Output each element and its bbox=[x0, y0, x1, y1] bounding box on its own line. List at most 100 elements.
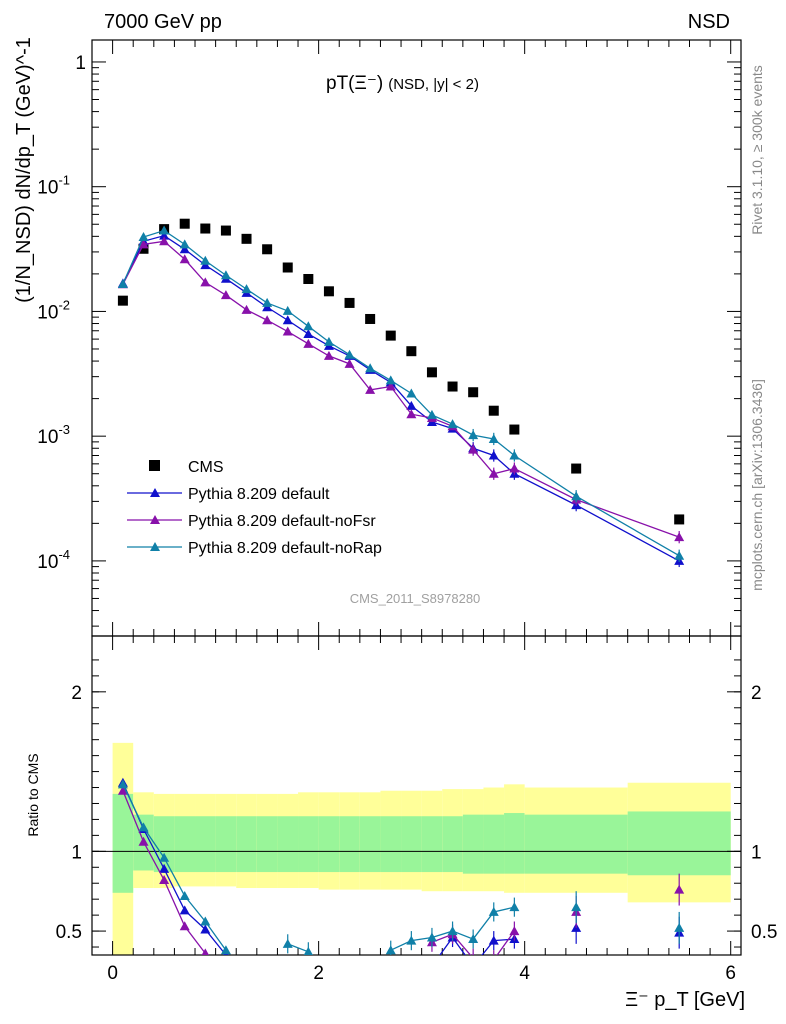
ratio-band-green bbox=[277, 816, 299, 873]
ratio-y-tick-label-right: 0.5 bbox=[751, 922, 777, 943]
x-axis-label: Ξ⁻ p_T [GeV] bbox=[625, 989, 745, 1011]
ratio-y-tick-label: 2 bbox=[71, 683, 82, 704]
mc-data-point bbox=[323, 350, 334, 360]
ratio-series-line bbox=[122, 784, 227, 951]
mc-data-point bbox=[488, 433, 499, 443]
ratio-series-line bbox=[431, 930, 515, 955]
cms-data-point bbox=[406, 346, 417, 357]
legend-label: Pythia 8.209 default bbox=[188, 486, 330, 503]
ratio-data-point bbox=[493, 954, 494, 955]
mc-data-point bbox=[262, 315, 273, 325]
ratio-data-point bbox=[200, 924, 211, 934]
mc-data-point bbox=[303, 328, 314, 338]
cms-data-point bbox=[426, 367, 437, 378]
cms-data-point bbox=[365, 313, 376, 324]
y-tick-base: 10 bbox=[37, 552, 58, 573]
ratio-data-point bbox=[303, 946, 313, 955]
mc-data-point bbox=[303, 338, 314, 348]
ratio-band-green bbox=[483, 814, 505, 874]
ratio-data-point bbox=[159, 875, 170, 885]
mc-series-line bbox=[122, 240, 680, 538]
y-tick-label: 1 bbox=[75, 53, 86, 74]
ratio-y-tick-label-right: 1 bbox=[751, 842, 762, 863]
legend-label: CMS bbox=[188, 459, 224, 476]
ratio-data-point bbox=[159, 852, 170, 862]
ratio-band-green bbox=[112, 793, 134, 893]
mc-data-point bbox=[220, 290, 231, 300]
y-tick-label: 10-3 bbox=[37, 422, 70, 448]
ratio-band-green bbox=[153, 816, 175, 873]
mc-data-point bbox=[159, 236, 170, 246]
ratio-data-point bbox=[220, 945, 231, 955]
mc-data-point bbox=[365, 363, 376, 373]
mc-series-line bbox=[122, 229, 680, 557]
ratio-data-point bbox=[488, 906, 499, 916]
analysis-id: CMS_2011_S8978280 bbox=[350, 591, 481, 606]
cms-data-point bbox=[117, 295, 128, 306]
mc-data-point bbox=[674, 550, 685, 560]
mcplots-label: mcplots.cern.ch [arXiv:1306.3436] bbox=[749, 379, 765, 591]
cms-data-point bbox=[509, 424, 520, 435]
ratio-data-point bbox=[468, 961, 478, 970]
ratio-data-point bbox=[472, 953, 475, 955]
y-axis-label-ratio: Ratio to CMS bbox=[25, 753, 41, 836]
mc-data-point bbox=[344, 349, 355, 359]
ratio-data-point bbox=[385, 945, 396, 955]
ratio-data-point bbox=[674, 922, 685, 932]
cms-data-point bbox=[468, 387, 479, 398]
ratio-data-point bbox=[179, 921, 190, 931]
mc-data-point bbox=[406, 388, 417, 398]
cms-data-point bbox=[385, 330, 396, 341]
ratio-band-green bbox=[462, 814, 484, 874]
x-tick-label: 4 bbox=[519, 963, 530, 984]
mc-data-point bbox=[220, 270, 231, 280]
cms-data-point bbox=[674, 514, 685, 525]
ratio-data-point bbox=[571, 902, 582, 912]
plot-title-sub: (NSD, |y| < 2) bbox=[388, 76, 479, 93]
ratio-data-point bbox=[200, 916, 211, 926]
cms-data-point bbox=[488, 405, 499, 416]
ratio-data-point bbox=[674, 884, 685, 894]
ratio-data-point bbox=[159, 863, 170, 873]
mc-data-point bbox=[179, 239, 190, 249]
mc-data-point bbox=[138, 239, 149, 249]
mc-data-point bbox=[406, 409, 417, 419]
mc-data-point bbox=[406, 400, 417, 410]
y-tick-exponent: -4 bbox=[58, 547, 70, 562]
y-tick-base: 10 bbox=[37, 178, 58, 199]
y-tick-exponent: -1 bbox=[58, 173, 70, 188]
ratio-data-point bbox=[447, 926, 458, 936]
mc-data-point bbox=[674, 532, 685, 542]
mc-data-point bbox=[571, 491, 582, 501]
y-tick-label: 10-4 bbox=[37, 547, 70, 573]
legend-label: Pythia 8.209 default-noFsr bbox=[188, 513, 376, 530]
legend-marker-triangle bbox=[150, 515, 160, 524]
cms-data-point bbox=[241, 233, 252, 244]
x-tick-label: 2 bbox=[313, 963, 324, 984]
mc-data-point bbox=[241, 304, 252, 314]
mc-data-point bbox=[385, 381, 396, 391]
ratio-band-green bbox=[401, 816, 422, 873]
legend-marker-triangle bbox=[150, 542, 160, 551]
mc-data-point bbox=[282, 326, 293, 336]
ratio-data-point bbox=[426, 932, 437, 942]
ratio-band-green bbox=[236, 816, 257, 873]
ratio-data-point bbox=[509, 926, 520, 936]
ratio-data-point bbox=[282, 938, 293, 948]
mc-data-point bbox=[117, 278, 128, 288]
ratio-data-point bbox=[406, 935, 417, 945]
axes-frame: 110-110-210-310-40 2 4 60.5 0.51 12 2 bbox=[37, 39, 777, 984]
y-tick-base: 10 bbox=[37, 302, 58, 323]
mc-series-line bbox=[122, 234, 680, 562]
cms-data-point bbox=[220, 225, 231, 236]
header-left: 7000 GeV pp bbox=[104, 11, 222, 33]
x-tick-label: 0 bbox=[107, 963, 118, 984]
legend-marker-cms bbox=[149, 460, 160, 471]
ratio-y-tick-label: 0.5 bbox=[56, 922, 82, 943]
ratio-band-green bbox=[359, 816, 381, 873]
ratio-band-green bbox=[380, 816, 402, 873]
mc-data-point bbox=[488, 468, 499, 478]
ratio-band-green bbox=[339, 816, 360, 873]
cms-data-point bbox=[179, 218, 190, 229]
